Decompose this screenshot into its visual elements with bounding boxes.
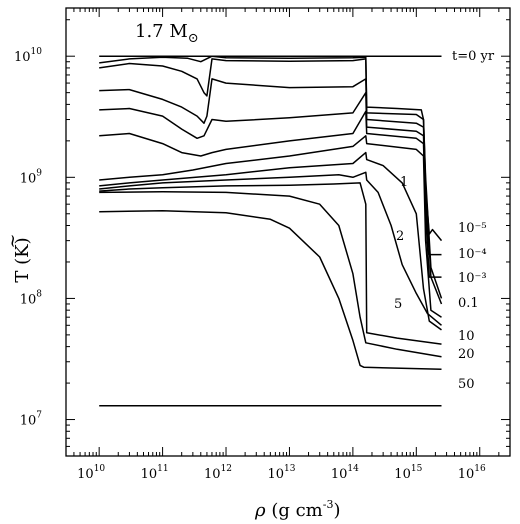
curve-label-4: 10⁻⁴	[458, 247, 487, 262]
y-tick-label: 109	[20, 168, 43, 186]
plot-frame	[65, 7, 511, 457]
y-tick-label: 108	[20, 289, 43, 307]
curve-label-7: 1	[400, 175, 408, 190]
y-axis-label: T (K)	[12, 237, 33, 282]
x-tick-label: 1014	[331, 464, 359, 482]
x-tick-label: 1011	[141, 464, 169, 482]
curve-label-11: 20	[458, 347, 475, 362]
curve-6	[99, 135, 442, 318]
curve-label-0: t=0 yr	[452, 49, 495, 64]
x-tick-label: 1012	[204, 464, 232, 482]
curve-3	[99, 78, 443, 242]
x-tick-label: 1016	[458, 464, 486, 482]
curve-labels: t=0 yr 10⁻⁵ 10⁻⁴ 10⁻³ 0.1 1 2 5 10 20 50	[394, 49, 495, 392]
curve-4	[99, 91, 442, 256]
curve-7	[99, 151, 442, 331]
curve-label-8: 2	[396, 229, 404, 244]
x-tick-label: 1013	[267, 464, 295, 482]
curve-label-12: 50	[458, 377, 475, 392]
curve-label-6: 0.1	[458, 296, 479, 311]
y-axis-label-tilde: ~	[2, 233, 23, 248]
x-tick-label: 1015	[394, 464, 422, 482]
curves-layer	[99, 55, 443, 407]
y-tick-label: 107	[20, 411, 43, 429]
curve-8	[99, 171, 442, 326]
axis-ticks: 1010 1011 1012 1013 1014 1015 1016107108109101…	[14, 8, 511, 482]
chart-title: 1.7 M⊙	[135, 21, 199, 46]
curve-label-5: 10⁻³	[458, 271, 487, 286]
curve-9	[99, 182, 442, 345]
curve-label-9: 5	[394, 297, 402, 312]
x-tick-label: 1010	[77, 464, 105, 482]
x-axis-label: ρ (g cm-3)	[254, 498, 340, 521]
curve-label-10: 10	[458, 329, 475, 344]
y-tick-label: 1010	[14, 47, 42, 65]
curve-1	[99, 55, 443, 299]
curve-10	[99, 190, 442, 358]
curve-label-3: 10⁻⁵	[458, 221, 487, 236]
curve-11	[99, 209, 442, 371]
